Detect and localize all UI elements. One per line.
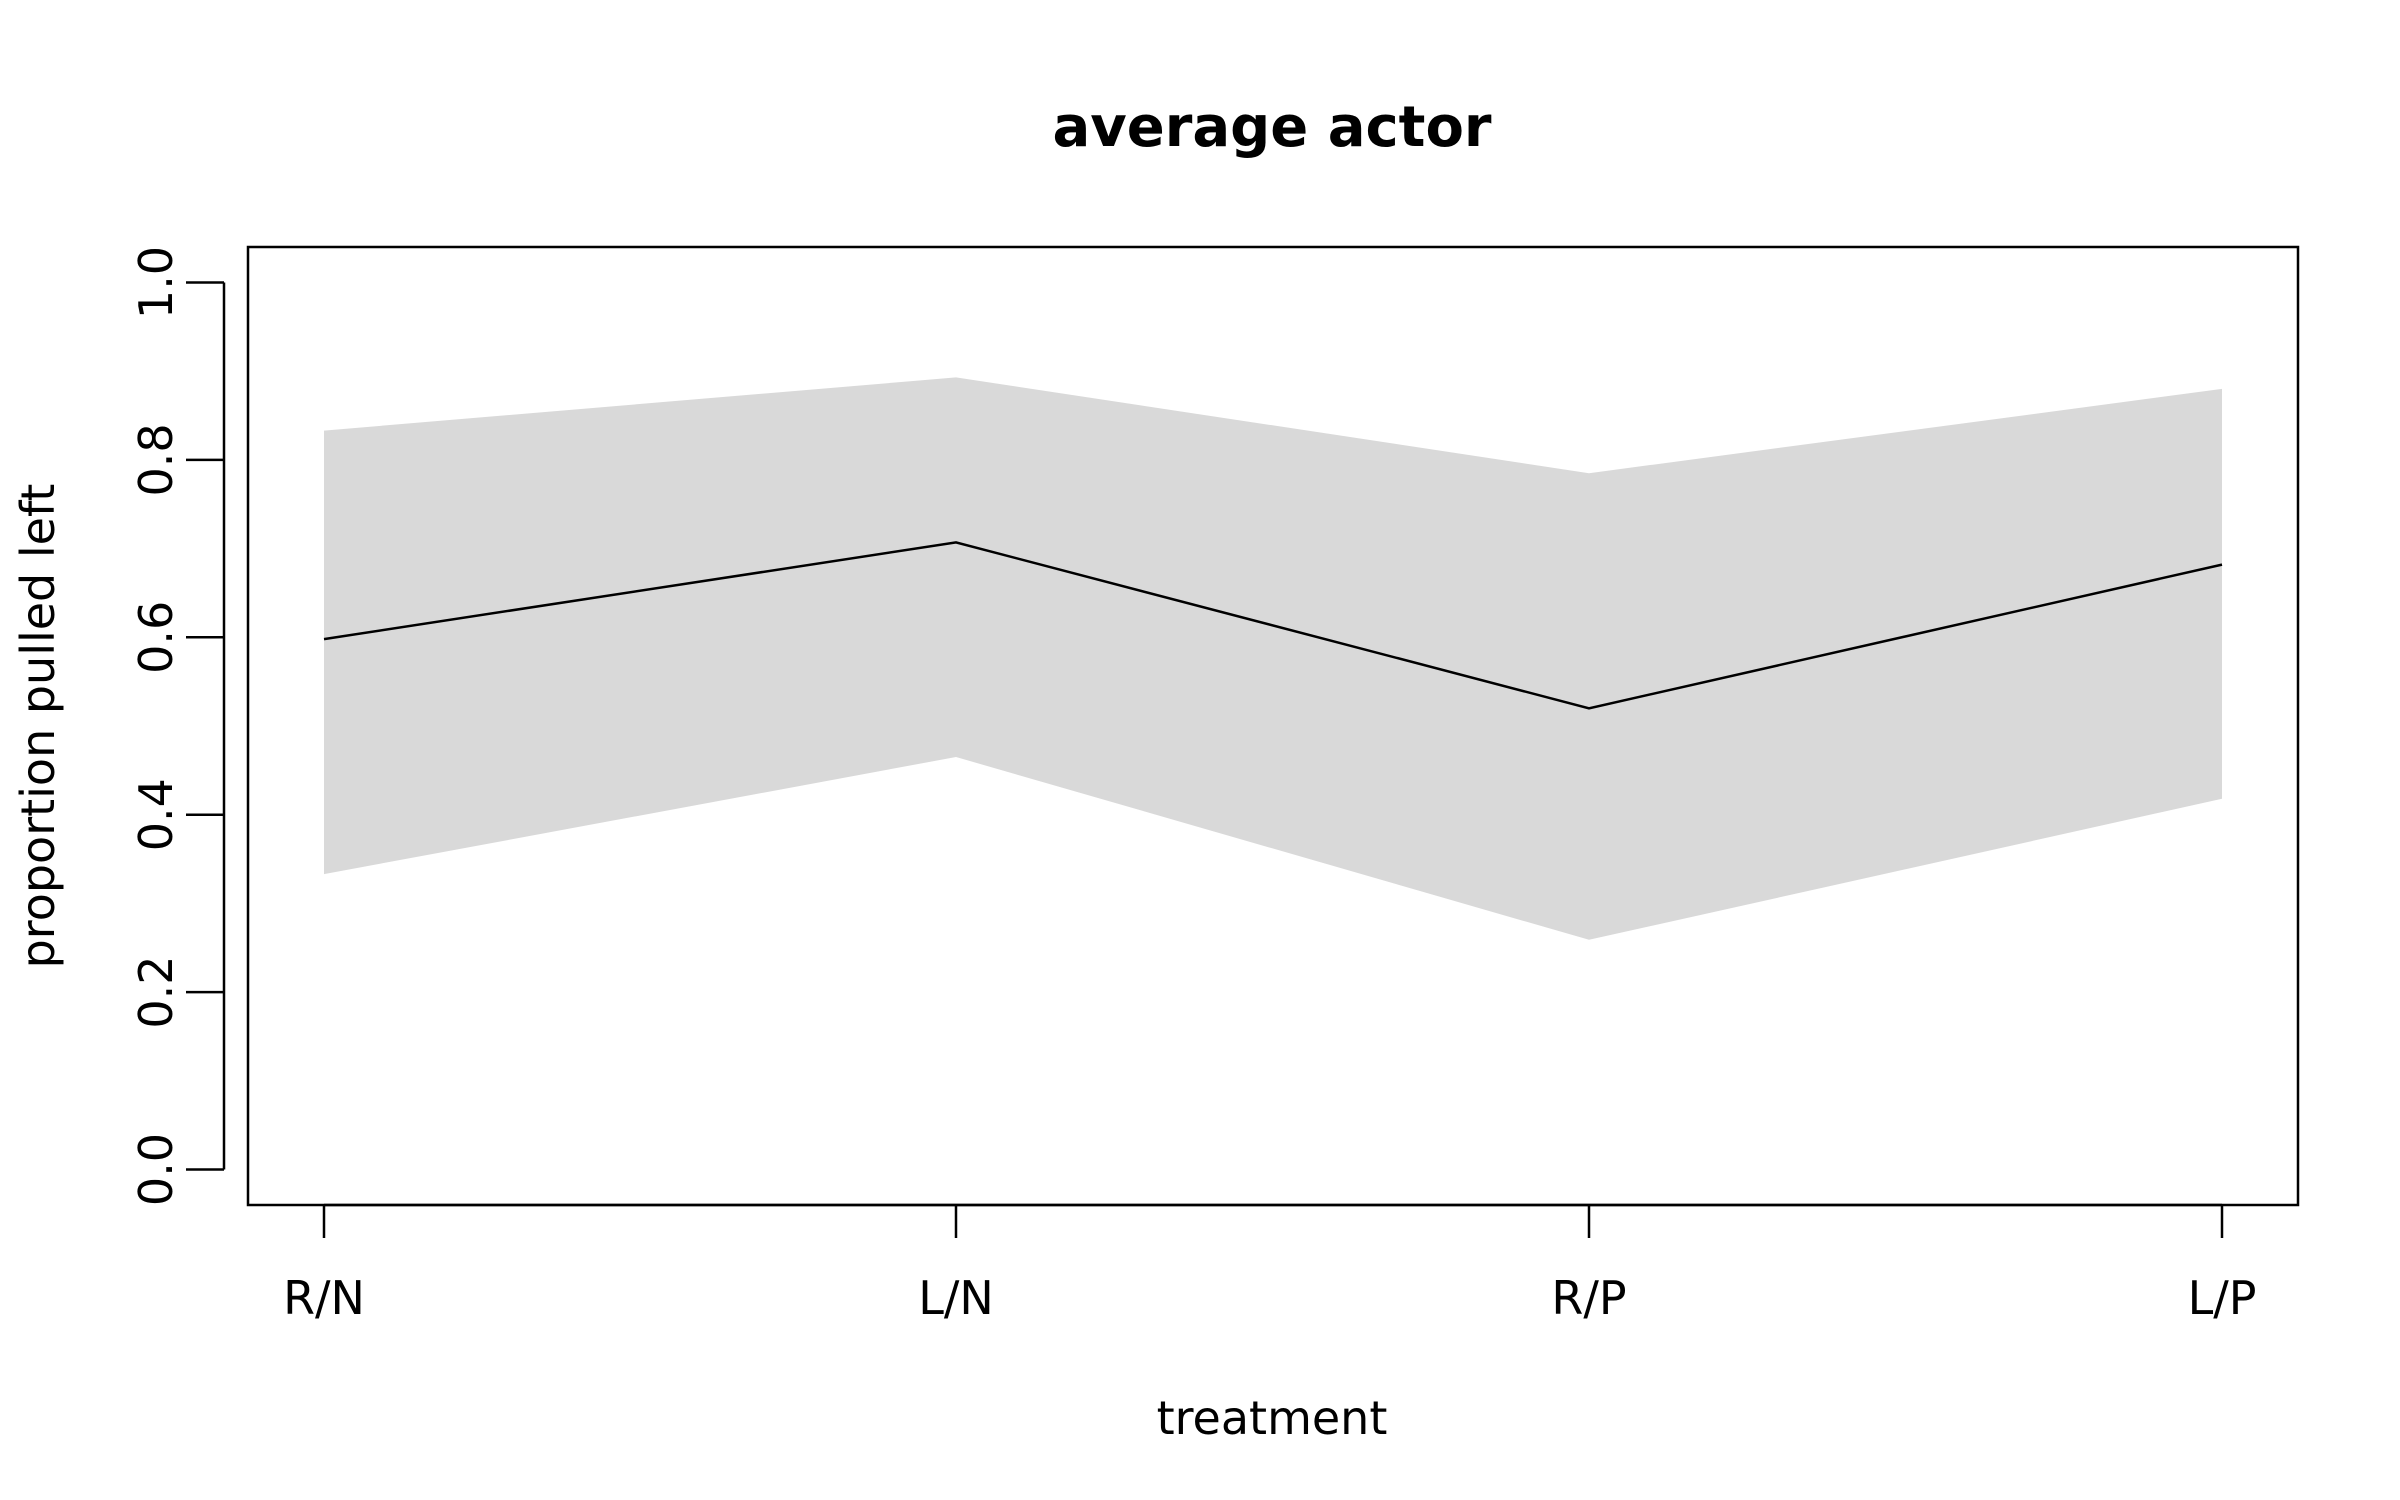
plot-area	[246, 245, 2300, 1207]
y-tick-label: 0.2	[129, 956, 183, 1029]
y-axis: 0.0 0.2 0.4 0.6 0.8 1.0	[129, 246, 226, 1206]
y-tick-label: 1.0	[129, 246, 183, 319]
interval-band	[324, 377, 2222, 940]
y-tick-label: 0.8	[129, 423, 183, 496]
series-line	[323, 541, 2223, 710]
x-tick-label: L/N	[918, 1271, 994, 1325]
y-tick-label: 0.4	[129, 778, 183, 851]
x-axis-label: treatment	[1157, 1391, 1388, 1445]
x-tick-label: R/N	[283, 1271, 365, 1325]
x-axis: R/N L/N R/P L/P	[283, 1203, 2257, 1325]
x-tick-label: R/P	[1551, 1271, 1626, 1325]
y-axis-label: proportion pulled left	[11, 484, 65, 969]
y-tick-label: 0.0	[129, 1133, 183, 1206]
y-tick-label: 0.6	[129, 601, 183, 674]
x-tick-label: L/P	[2188, 1271, 2257, 1325]
chart-title: average actor	[1052, 95, 1491, 160]
